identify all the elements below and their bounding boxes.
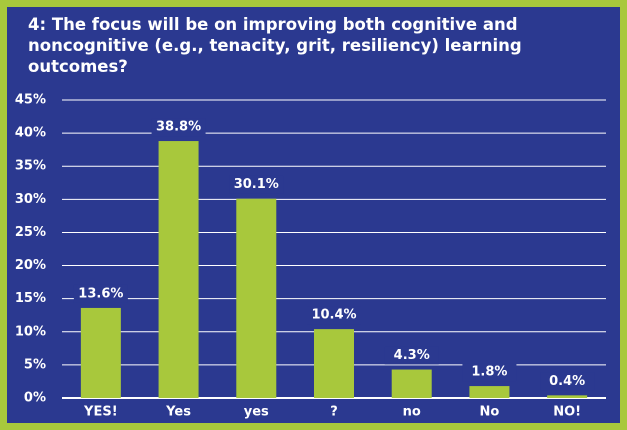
x-tick-label: No [480,405,500,420]
y-tick-label: 20% [15,258,46,273]
value-label-bg [151,118,206,137]
y-tick-label: 25% [15,225,46,240]
y-tick-label: 30% [15,192,46,207]
y-tick-label: 15% [15,291,46,306]
x-tick-label: yes [244,405,269,420]
value-label: 4.3% [394,348,430,363]
value-label-bg [229,175,284,194]
value-label: 10.4% [311,308,356,323]
value-label: 0.4% [549,374,585,389]
y-tick-label: 0% [24,391,46,406]
value-label-bg [462,363,517,382]
bar [158,141,199,398]
bar [547,395,588,398]
value-label-bg [384,346,439,365]
y-tick-label: 40% [15,126,46,141]
bar [391,369,432,398]
value-label-bg [540,372,595,391]
value-label: 13.6% [78,286,123,301]
bar [469,386,510,398]
y-tick-label: 45% [15,93,46,108]
bar [314,329,354,398]
x-tick-label: NO! [553,405,581,420]
x-tick-label: no [403,405,421,420]
bar [236,198,277,398]
value-label: 38.8% [156,120,201,135]
x-tick-label: ? [330,405,338,420]
y-tick-label: 10% [15,324,46,339]
x-tick-label: YES! [83,405,118,420]
value-label: 30.1% [234,177,279,192]
chart-title: 4: The focus will be on improving both c… [28,15,522,76]
value-label-bg [73,284,128,303]
bar [80,307,121,398]
value-label: 1.8% [471,365,507,380]
value-label-bg [307,306,361,325]
y-tick-label: 35% [15,159,46,174]
x-tick-label: Yes [165,405,191,420]
y-tick-label: 5% [24,357,46,372]
